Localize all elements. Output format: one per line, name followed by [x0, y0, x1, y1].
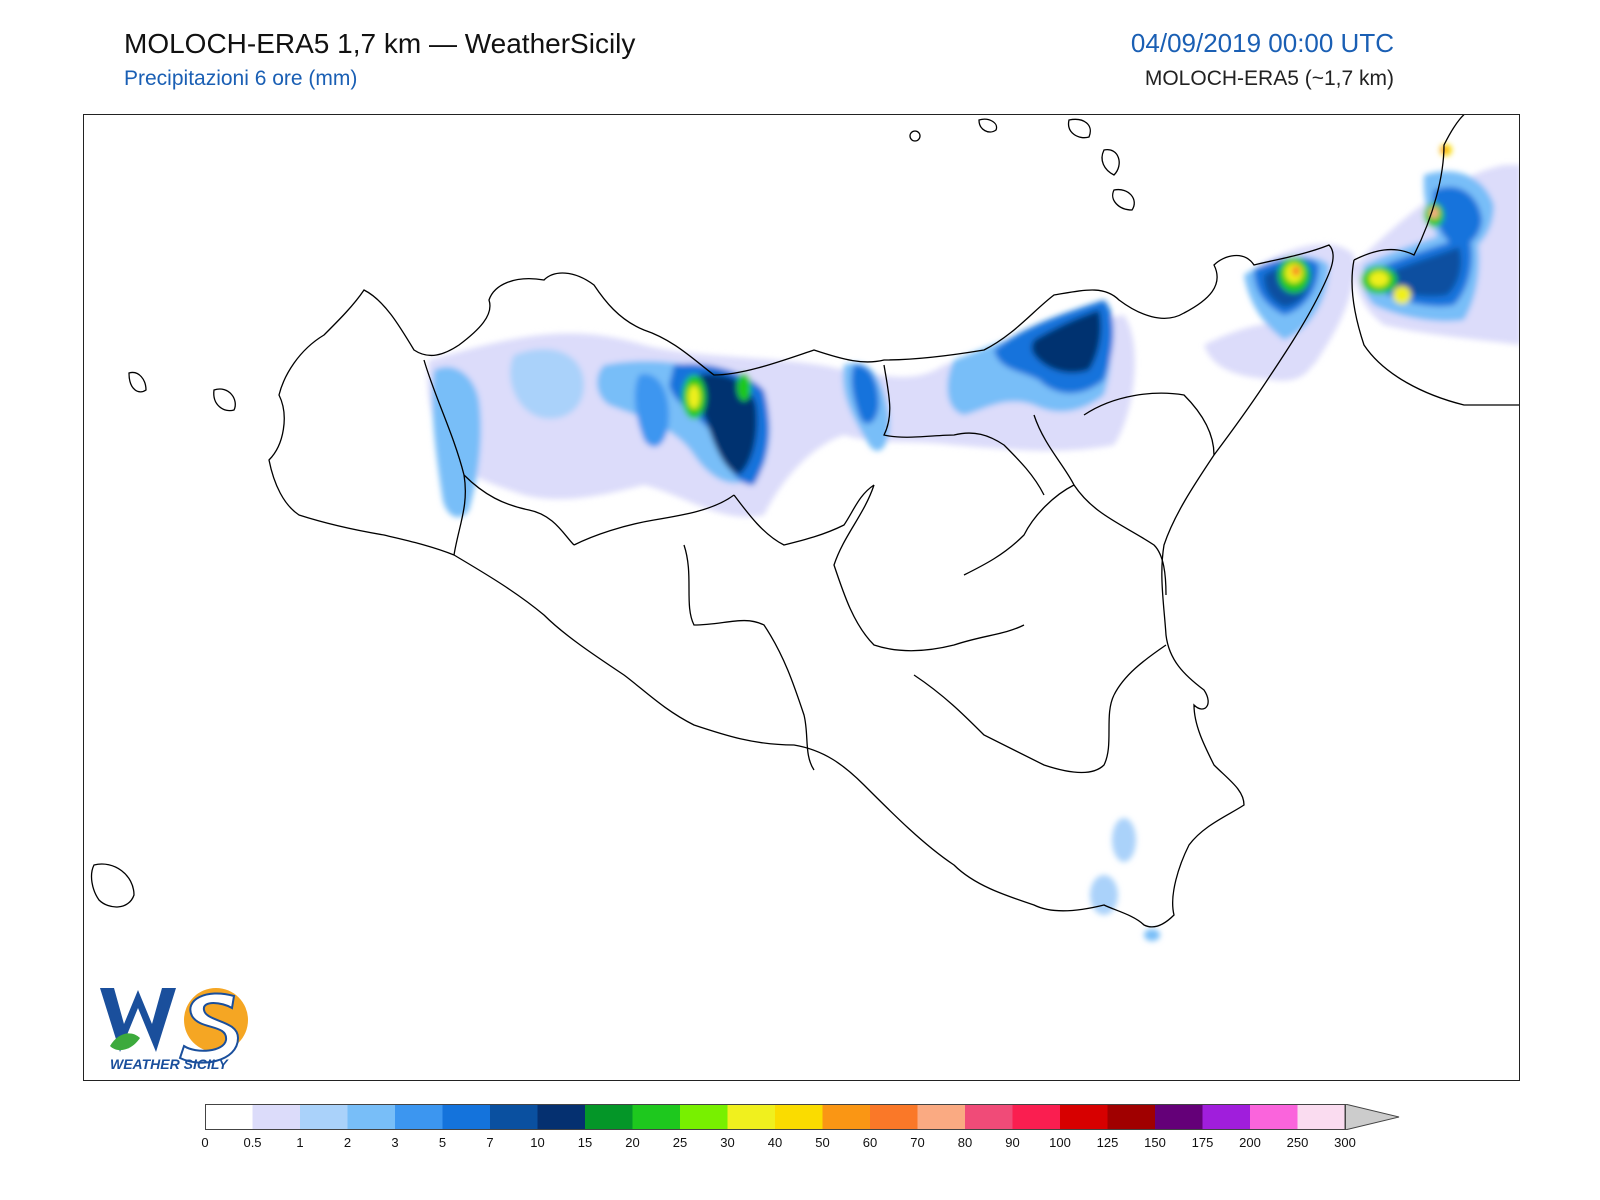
colorbar-tick-label: 60 [862, 1135, 878, 1150]
map-panel [83, 114, 1520, 1081]
colorbar-tick-label: 30 [720, 1135, 735, 1150]
colorbar-segment [1107, 1104, 1156, 1130]
colorbar-segment [870, 1104, 918, 1130]
colorbar-segment [347, 1104, 396, 1130]
logo-name: WEATHER SICILY [110, 1056, 228, 1072]
colorbar-tick-label: 80 [957, 1135, 973, 1150]
colorbar-tick-label: 2 [343, 1135, 352, 1150]
colorbar-tick-label: 5 [438, 1135, 447, 1150]
colorbar-segment [775, 1104, 823, 1130]
colorbar-tick-label: 50 [815, 1135, 830, 1150]
colorbar-tick-label: 175 [1191, 1135, 1214, 1150]
weather-sicily-logo [100, 988, 248, 1064]
colorbar-segment [1155, 1104, 1203, 1130]
colorbar-tick-label: 3 [391, 1135, 399, 1150]
colorbar-segment [395, 1104, 443, 1130]
colorbar-segment [632, 1104, 681, 1130]
colorbar-tick-label: 0 [201, 1135, 209, 1150]
colorbar-tick-label: 150 [1144, 1135, 1166, 1150]
colorbar-segment [442, 1104, 491, 1130]
colorbar-segment [1012, 1104, 1061, 1130]
colorbar-segment [1060, 1104, 1108, 1130]
colorbar-segment [680, 1104, 728, 1130]
colorbar-tick-label: 40 [767, 1135, 783, 1150]
coastlines [268, 244, 1334, 928]
colorbar-tick-label: 90 [1005, 1135, 1020, 1150]
precipitation-field [427, 144, 1519, 941]
colorbar-tick-label: 200 [1239, 1135, 1261, 1150]
colorbar-segment [917, 1104, 966, 1130]
precipitation-colorbar [205, 1104, 1400, 1130]
colorbar-tick-label: 7 [486, 1135, 494, 1150]
model-label: MOLOCH-ERA5 (~1,7 km) [1144, 67, 1394, 90]
islands [90, 115, 1519, 908]
precipitation-map [90, 115, 1519, 941]
colorbar-tick-label: 1 [296, 1135, 304, 1150]
colorbar-tick-label: 20 [625, 1135, 640, 1150]
colorbar-segment [1250, 1104, 1298, 1130]
colorbar-segment [585, 1104, 633, 1130]
colorbar-tick-label: 10 [530, 1135, 545, 1150]
colorbar-tick-label: 100 [1049, 1135, 1071, 1150]
valid-datetime: 04/09/2019 00:00 UTC [1130, 28, 1394, 58]
colorbar-tick-label: 300 [1334, 1135, 1356, 1150]
chart-title: MOLOCH-ERA5 1,7 km — WeatherSicily [124, 28, 636, 59]
colorbar-segment [822, 1104, 871, 1130]
colorbar-segment [300, 1104, 348, 1130]
colorbar-segment [537, 1104, 586, 1130]
colorbar-segment [252, 1104, 301, 1130]
colorbar-tick-label: 15 [577, 1135, 593, 1150]
colorbar-extend-arrow [1344, 1104, 1400, 1130]
colorbar-tick-label: 250 [1286, 1135, 1309, 1150]
colorbar-tick-label: 70 [910, 1135, 925, 1150]
colorbar-tick-label: 125 [1096, 1135, 1119, 1150]
colorbar-segment [1202, 1104, 1251, 1130]
colorbar-segment [727, 1104, 776, 1130]
colorbar-outline [205, 1104, 1346, 1130]
colorbar-segment [1297, 1104, 1346, 1130]
colorbar-tick-label: 25 [672, 1135, 688, 1150]
colorbar-tick-label: 0.5 [243, 1135, 262, 1150]
colorbar-segment [205, 1104, 253, 1130]
chart-subtitle: Precipitazioni 6 ore (mm) [124, 67, 358, 90]
colorbar-segment [490, 1104, 538, 1130]
colorbar-segment [965, 1104, 1013, 1130]
